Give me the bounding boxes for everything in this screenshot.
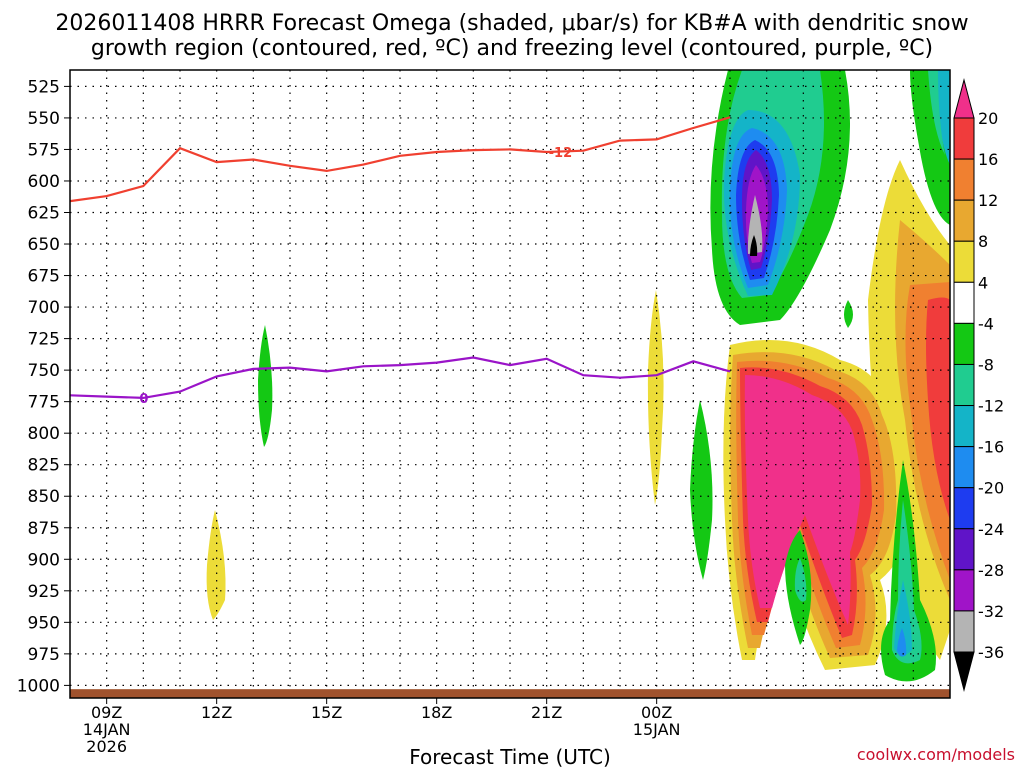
x-axis-label: Forecast Time (UTC) <box>409 745 611 768</box>
x-tick-label: 14JAN <box>83 720 131 739</box>
colorbar-label: 8 <box>978 232 988 251</box>
plot-frame <box>69 69 951 699</box>
colorbar-label: -8 <box>978 355 994 374</box>
x-tick-label: 00Z <box>641 703 672 722</box>
y-axis: 525 550 575 600 625 650 675 700 725 750 775 800 825 8… <box>17 77 70 696</box>
omega-region-teal-topright <box>928 70 945 155</box>
colorbar-box <box>953 117 975 160</box>
colorbar-box <box>953 528 975 571</box>
omega-region-green-small <box>844 300 853 328</box>
colorbar-label: -4 <box>978 314 994 333</box>
freezing-level-contour-line <box>70 356 731 400</box>
omega-region-blue-right-lower <box>897 628 907 657</box>
colorbar-box <box>953 569 975 612</box>
omega-region-yellow-19z <box>647 290 664 505</box>
colorbar-box <box>953 405 975 448</box>
y-tick-label: 775 <box>28 393 60 413</box>
colorbar-box <box>953 610 975 653</box>
y-tick-label: 1000 <box>17 676 60 696</box>
chart-title-line-1: 2026011408 HRRR Forecast Omega (shaded, … <box>55 11 968 36</box>
y-tick-label: 725 <box>28 330 60 350</box>
x-tick-label: 21Z <box>531 703 562 722</box>
y-tick-label: 750 <box>28 361 60 381</box>
ground-surface <box>70 689 950 698</box>
colorbar-label: -12 <box>978 397 1004 416</box>
colorbar-box <box>953 158 975 201</box>
colorbar-bottom-triangle <box>953 651 975 692</box>
omega-region-green-12z <box>258 325 273 447</box>
dgz-contour-label: -12 <box>549 146 573 161</box>
omega-region-pink-main <box>744 375 861 625</box>
omega-region-green-left <box>690 400 713 580</box>
y-tick-label: 900 <box>28 550 60 570</box>
y-tick-label: 850 <box>28 487 60 507</box>
colorbar-box <box>953 281 975 324</box>
omega-shading <box>206 70 950 682</box>
y-tick-label: 925 <box>28 582 60 602</box>
x-tick-label: 15Z <box>311 703 342 722</box>
colorbar-label: -24 <box>978 520 1004 539</box>
x-tick-label: 15JAN <box>633 720 681 739</box>
x-tick-label: 18Z <box>421 703 452 722</box>
omega-region-black-upper <box>750 235 758 256</box>
y-tick-label: 625 <box>28 203 60 223</box>
omega-region-cyan-right-lower <box>894 580 912 656</box>
x-tick-label: 09Z <box>91 703 122 722</box>
colorbar-label: 12 <box>978 191 998 210</box>
colorbar-top-triangle <box>953 78 975 119</box>
y-tick-label: 650 <box>28 235 60 255</box>
colorbar-box <box>953 322 975 365</box>
chart-title-line-2: growth region (contoured, red, ºC) and f… <box>91 36 933 61</box>
y-tick-label: 800 <box>28 424 60 444</box>
y-tick-label: 550 <box>28 109 60 129</box>
omega-region-gray-upper <box>747 195 763 254</box>
colorbar-box <box>953 487 975 530</box>
y-tick-label: 675 <box>28 267 60 287</box>
colorbar-label: -20 <box>978 479 1004 498</box>
colorbar-label: -36 <box>978 643 1004 662</box>
colorbar-box <box>953 446 975 489</box>
colorbar-label: -32 <box>978 602 1004 621</box>
omega-region-cyan-topright <box>935 70 950 165</box>
colorbar: 20 16 12 8 4 -4 -8 -12 -16 -20 -24 -28 -32 -36 <box>953 78 1004 692</box>
colorbar-box <box>953 199 975 242</box>
colorbar-label: 20 <box>978 109 998 128</box>
omega-region-red-right <box>926 297 950 520</box>
colorbar-label: -16 <box>978 438 1004 457</box>
y-tick-label: 600 <box>28 172 60 192</box>
colorbar-label: 16 <box>978 150 998 169</box>
freezing-level-contour-label: 0 <box>139 392 148 407</box>
colorbar-label: 4 <box>978 273 988 292</box>
y-tick-label: 575 <box>28 140 60 160</box>
x-tick-label: 12Z <box>201 703 232 722</box>
y-tick-label: 825 <box>28 456 60 476</box>
colorbar-box <box>953 363 975 407</box>
y-tick-label: 700 <box>28 298 60 318</box>
x-tick-label: 2026 <box>86 737 127 756</box>
y-tick-label: 525 <box>28 77 60 97</box>
y-tick-label: 975 <box>28 645 60 665</box>
credit-text: coolwx.com/models <box>857 745 1015 764</box>
colorbar-label: -28 <box>978 561 1004 580</box>
y-tick-label: 950 <box>28 613 60 633</box>
y-tick-label: 875 <box>28 519 60 539</box>
dgz-contour-line <box>70 116 731 203</box>
colorbar-box <box>953 240 975 283</box>
